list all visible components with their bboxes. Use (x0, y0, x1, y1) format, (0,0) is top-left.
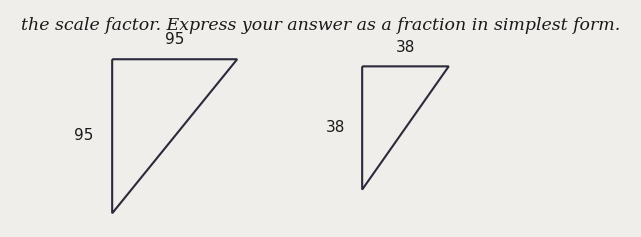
Text: 95: 95 (165, 32, 184, 47)
Text: 95: 95 (74, 128, 93, 143)
Text: the scale factor. Express your answer as a fraction in simplest form.: the scale factor. Express your answer as… (21, 17, 620, 34)
Text: 38: 38 (396, 40, 415, 55)
Text: 38: 38 (326, 120, 345, 136)
